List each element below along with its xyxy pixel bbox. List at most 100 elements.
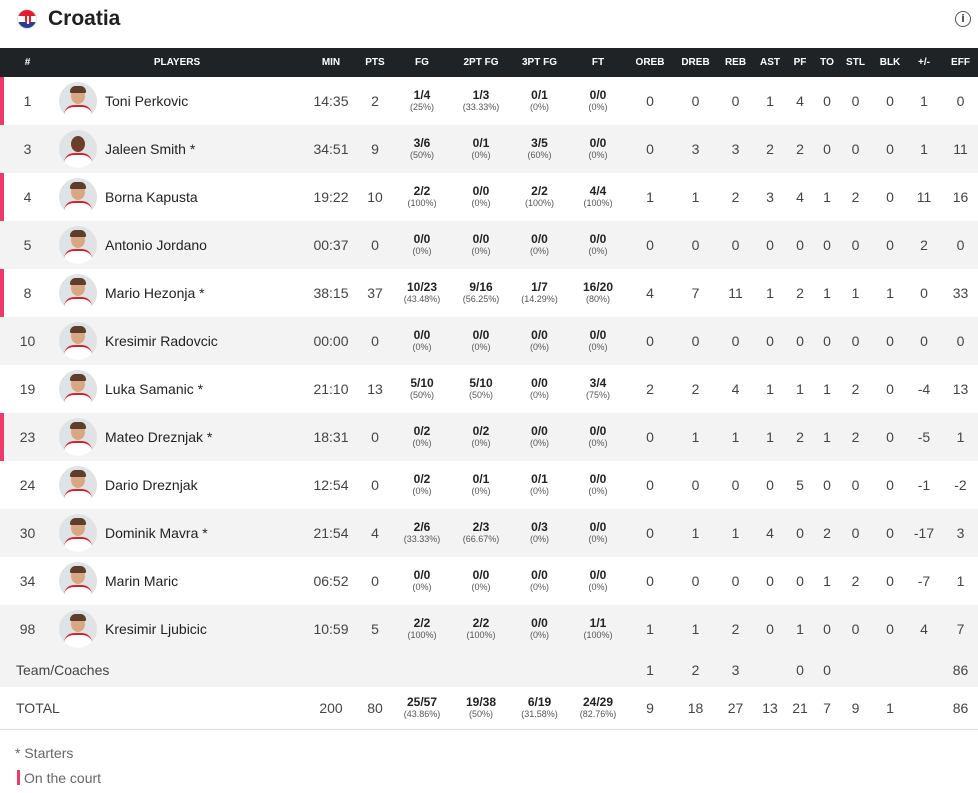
player-row[interactable]: 5 Antonio Jordano 00:37 0 0/0 (0%) 0/0 (0%) 0/0(… — [0, 221, 978, 269]
offensive-rebounds: 1 — [646, 621, 654, 637]
on-court-marker — [17, 769, 20, 785]
points: 37 — [367, 285, 383, 301]
col-header-num[interactable]: # — [24, 57, 31, 68]
player-row[interactable]: 30 Dominik Mavra * 21:54 4 2/6 (33.33%) 2/3 (66… — [0, 509, 978, 557]
player-cell[interactable]: Dario Dreznjak — [55, 461, 299, 509]
col-header-to[interactable]: TO — [820, 57, 834, 68]
two-point-fg: 0/0 (0%) — [457, 317, 505, 365]
field-goals: 0/2 (0%) — [387, 461, 457, 509]
two-point-fg-percentage: (0%) — [471, 150, 491, 160]
two-point-fg-made-attempted: 2/3 — [472, 520, 490, 534]
rebounds: 2 — [731, 621, 740, 637]
player-row[interactable]: 19 Luka Samanic * 21:10 13 5/10 (50%) 5/10 (50%… — [0, 365, 978, 413]
two-point-fg: 19/38 (50%) — [457, 687, 505, 729]
col-header-stl[interactable]: STL — [846, 57, 865, 68]
offensive-rebounds: 0 — [646, 525, 654, 541]
player-name-link[interactable]: Antonio Jordano — [105, 237, 207, 253]
player-cell[interactable]: Borna Kapusta — [55, 173, 299, 221]
player-cell[interactable]: Antonio Jordano — [55, 221, 299, 269]
plus-minus — [905, 653, 943, 687]
player-name-link[interactable]: Kresimir Radovcic — [105, 333, 218, 349]
free-throws-made-attempted: 0/0 — [589, 568, 607, 582]
player-row[interactable]: 10 Kresimir Radovcic 00:00 0 0/0 (0%) 0/0 (0%) 0… — [0, 317, 978, 365]
player-row[interactable]: 3 Jaleen Smith * 34:51 9 3/6 (50%) 0/1 (0%) 3/5(… — [0, 125, 978, 173]
player-cell[interactable]: Mario Hezonja * — [55, 269, 299, 317]
player-name-link[interactable]: Mateo Dreznjak * — [105, 429, 213, 445]
rebounds: 0 — [731, 573, 740, 589]
box-score-table: # PLAYERS MIN PTS FG 2PT FG 3PT FG FT OREB DREB RE… — [0, 48, 978, 730]
col-header-eff[interactable]: EFF — [951, 57, 970, 68]
player-row[interactable]: 23 Mateo Dreznjak * 18:31 0 0/2 (0%) 0/2 (0%) 0/… — [0, 413, 978, 461]
col-header-min[interactable]: MIN — [321, 57, 341, 68]
player-name-link[interactable]: Mario Hezonja * — [105, 285, 205, 301]
col-header-pm[interactable]: +/- — [918, 57, 930, 68]
col-header-blk[interactable]: BLK — [879, 57, 901, 68]
player-avatar — [59, 226, 97, 264]
player-name-link[interactable]: Dario Dreznjak — [105, 477, 198, 493]
player-name-link[interactable]: Luka Samanic * — [105, 381, 204, 397]
player-name-link[interactable]: Borna Kapusta — [105, 189, 198, 205]
rebounds: 0 — [731, 477, 740, 493]
player-row[interactable]: 34 Marin Maric 06:52 0 0/0 (0%) 0/0 (0%) 0/0 (0%)… — [0, 557, 978, 605]
col-header-oreb[interactable]: OREB — [635, 57, 665, 68]
player-avatar — [59, 274, 97, 312]
assists: 0 — [766, 477, 774, 493]
col-header-pts[interactable]: PTS — [365, 57, 385, 68]
free-throws: 0/0 (0%) — [574, 221, 622, 269]
offensive-rebounds: 0 — [646, 141, 654, 157]
player-row[interactable]: 24 Dario Dreznjak 12:54 0 0/2 (0%) 0/1 (0%) 0/1(… — [0, 461, 978, 509]
team-header: Croatia i — [0, 0, 978, 48]
free-throws-made-attempted: 0/0 — [589, 232, 607, 246]
assists: 13 — [762, 699, 778, 716]
col-header-players[interactable]: PLAYERS — [153, 57, 201, 68]
player-cell[interactable]: Jaleen Smith * — [55, 125, 299, 173]
player-row[interactable]: 1 Toni Perkovic 14:35 2 1/4 (25%) 1/3 (33.33%) 0… — [0, 77, 978, 125]
col-header-fg[interactable]: FG — [415, 57, 429, 68]
three-point-fg-made-attempted: 0/0 — [531, 424, 548, 438]
col-header-reb[interactable]: REB — [724, 57, 747, 68]
field-goals: 0/0 (0%) — [387, 557, 457, 605]
col-header-ft[interactable]: FT — [591, 57, 605, 68]
points: 13 — [367, 381, 383, 397]
blocks: 0 — [886, 573, 894, 589]
col-header-fg3[interactable]: 3PT FG — [521, 57, 557, 68]
three-point-fg-percentage: (0%) — [529, 438, 549, 448]
legend: * Starters On the court — [0, 745, 978, 786]
plus-minus: 1 — [920, 93, 928, 109]
player-cell[interactable]: Kresimir Ljubicic — [55, 605, 299, 653]
points: 4 — [371, 525, 379, 541]
player-row[interactable]: 4 Borna Kapusta 19:22 10 2/2 (100%) 0/0 (0%) 2/2… — [0, 173, 978, 221]
col-header-fg2[interactable]: 2PT FG — [463, 57, 499, 68]
field-goals-percentage: (0%) — [412, 246, 432, 256]
player-row[interactable]: 8 Mario Hezonja * 38:15 37 10/23 (43.48%) 9/16… — [0, 269, 978, 317]
team-coaches-label: Team/Coaches — [16, 662, 110, 678]
player-cell[interactable]: Mateo Dreznjak * — [55, 413, 299, 461]
offensive-rebounds: 0 — [646, 477, 654, 493]
field-goals-made-attempted: 10/23 — [406, 280, 438, 294]
player-name-link[interactable]: Dominik Mavra * — [105, 525, 208, 541]
field-goals-percentage: (0%) — [412, 438, 432, 448]
blocks: 1 — [886, 699, 894, 716]
offensive-rebounds: 0 — [646, 93, 654, 109]
three-point-fg-made-attempted: 0/0 — [531, 232, 548, 246]
col-header-dreb[interactable]: DREB — [681, 57, 710, 68]
player-avatar — [59, 514, 97, 552]
player-name-link[interactable]: Toni Perkovic — [105, 93, 189, 109]
info-icon[interactable]: i — [955, 11, 971, 27]
player-cell[interactable]: Toni Perkovic — [55, 77, 299, 125]
player-row[interactable]: 98 Kresimir Ljubicic 10:59 5 2/2 (100%) 2/2 (10… — [0, 605, 978, 653]
player-cell[interactable]: Marin Maric — [55, 557, 299, 605]
free-throws: 3/4 (75%) — [574, 365, 622, 413]
col-header-ast[interactable]: AST — [760, 57, 780, 68]
turnovers: 0 — [823, 333, 831, 349]
player-cell[interactable]: Luka Samanic * — [55, 365, 299, 413]
jersey-number: 4 — [0, 173, 55, 221]
free-throws-made-attempted: 0/0 — [589, 136, 607, 150]
player-cell[interactable]: Dominik Mavra * — [55, 509, 299, 557]
personal-fouls: 4 — [796, 189, 804, 205]
player-cell[interactable]: Kresimir Radovcic — [55, 317, 299, 365]
col-header-pf[interactable]: PF — [793, 57, 807, 68]
player-name-link[interactable]: Marin Maric — [105, 573, 179, 589]
player-name-link[interactable]: Jaleen Smith * — [105, 141, 196, 157]
player-name-link[interactable]: Kresimir Ljubicic — [105, 621, 207, 637]
